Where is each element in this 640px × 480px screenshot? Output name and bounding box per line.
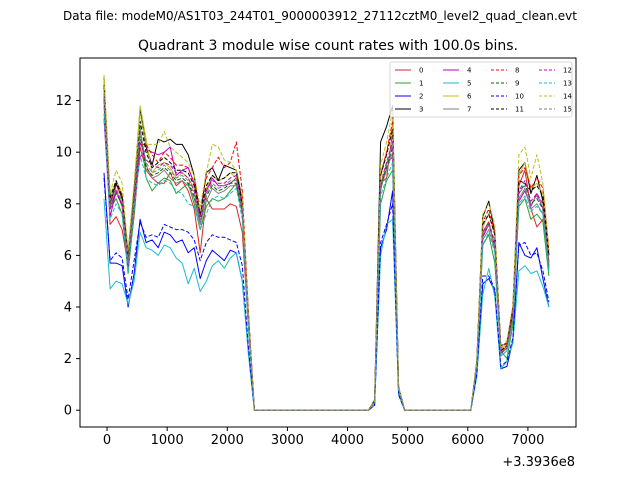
legend-label-10: 10 [515,93,524,101]
legend-label-1: 1 [419,80,423,88]
legend-label-7: 7 [467,106,471,114]
x-tick-label: 5000 [391,433,424,448]
x-tick-label: 0 [103,433,111,448]
legend-label-15: 15 [563,106,572,114]
legend-label-14: 14 [563,93,572,101]
plot-frame [79,57,577,428]
legend-label-2: 2 [419,93,423,101]
series-line-15 [103,95,550,411]
series-layer [103,74,550,411]
legend-label-6: 6 [467,93,472,101]
x-tick-label: 7000 [511,433,544,448]
x-tick-label: 3000 [271,433,304,448]
legend-label-4: 4 [467,67,472,75]
legend-label-12: 12 [563,67,572,75]
y-tick-label: 8 [64,197,72,212]
x-tick-label: 1000 [151,433,184,448]
legend-label-5: 5 [467,80,471,88]
y-tick-label: 12 [55,94,72,109]
x-tick-label: 6000 [451,433,484,448]
series-line-10 [103,177,550,411]
y-tick-label: 4 [64,301,72,316]
legend-label-0: 0 [419,67,423,75]
legend-label-3: 3 [419,106,423,114]
x-offset-label: +3.3936e8 [502,455,575,470]
legend-label-8: 8 [515,67,519,75]
legend-label-11: 11 [515,106,524,114]
x-tick-label: 2000 [211,433,244,448]
y-tick-label: 0 [64,404,72,419]
legend-label-13: 13 [563,80,572,88]
legend-frame [389,61,573,118]
chart-suptitle: Data file: modeM0/AS1T03_244T01_90000039… [63,9,577,23]
y-tick-label: 2 [64,352,72,367]
y-tick-label: 10 [55,146,72,161]
y-tick-label: 6 [64,249,72,264]
chart-title: Quadrant 3 module wise count rates with … [138,38,518,54]
legend-label-9: 9 [515,80,519,88]
x-tick-label: 4000 [331,433,364,448]
